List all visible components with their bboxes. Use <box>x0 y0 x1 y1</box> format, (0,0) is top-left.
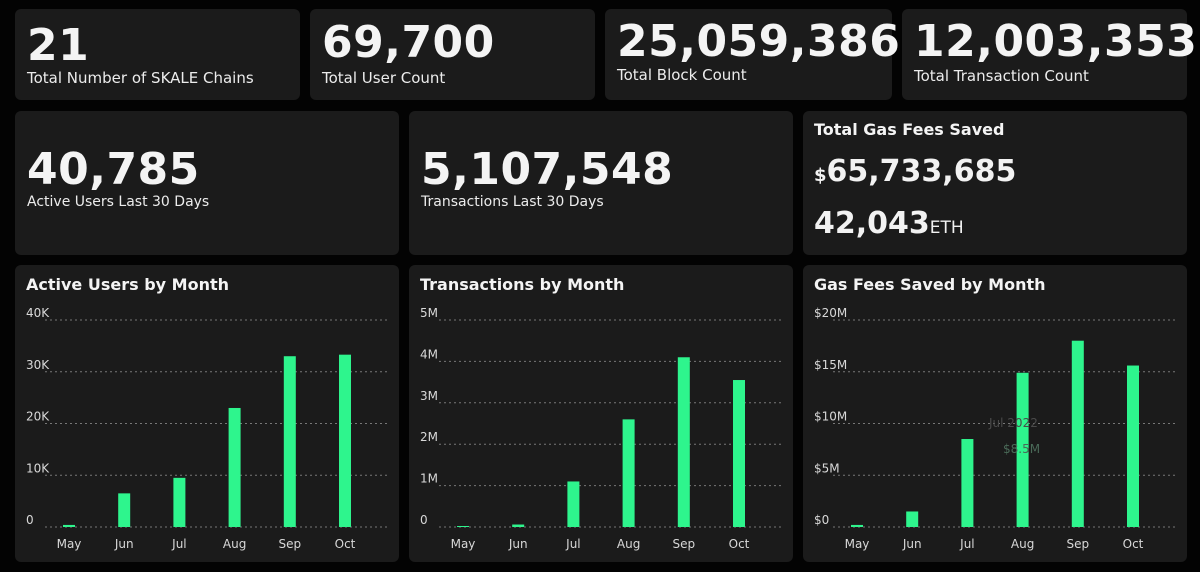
x-tick-label: Jul <box>565 537 580 551</box>
stat-value: 25,059,386 <box>617 16 901 67</box>
x-tick-label: May <box>57 537 82 551</box>
stat-value: 69,700 <box>322 17 495 68</box>
gas-fees-chart: $0 $5M $10M $15M $20M May Jun Jul Aug Sep Oct Jul 2… <box>814 306 1177 551</box>
y-tick-label: 0 <box>420 513 428 527</box>
stat-card-active-users-30d: 40,785 Active Users Last 30 Days <box>15 111 399 255</box>
x-tick-label: Sep <box>672 537 695 551</box>
x-tick-label: Aug <box>617 537 640 551</box>
chart-title: Transactions by Month <box>420 275 625 294</box>
y-tick-label: $15M <box>814 358 847 372</box>
stat-card-chains: 21 Total Number of SKALE Chains <box>15 9 300 100</box>
x-tick-label: Jun <box>902 537 922 551</box>
stat-label: Active Users Last 30 Days <box>27 194 210 210</box>
bar[interactable] <box>512 524 525 527</box>
eth-amount: 42,043 <box>814 206 930 241</box>
stat-value: 12,003,353 <box>914 16 1198 67</box>
chart-title: Active Users by Month <box>26 275 229 294</box>
bar[interactable] <box>733 380 745 527</box>
x-tick-label: May <box>845 537 870 551</box>
chart-card-active-users: Active Users by Month 0 10K 20K 30K 40K May Ju… <box>15 265 399 562</box>
gas-fees-title: Total Gas Fees Saved <box>814 120 1005 139</box>
transactions-chart: 0 1M 2M 3M 4M 5M May Jun Jul Aug Sep Oct <box>420 306 783 551</box>
chart-title: Gas Fees Saved by Month <box>814 275 1046 294</box>
y-tick-label: 10K <box>26 461 50 475</box>
bar[interactable] <box>173 477 186 527</box>
chart-card-gas-fees: Gas Fees Saved by Month $0 $5M $10M $15M $20… <box>803 265 1187 562</box>
x-tick-label: Jun <box>114 537 134 551</box>
y-tick-label: $0 <box>814 513 829 527</box>
x-tick-label: Aug <box>223 537 246 551</box>
stat-card-users: 69,700 Total User Count <box>310 9 595 100</box>
bar[interactable] <box>339 354 351 527</box>
y-tick-label: 2M <box>420 430 438 444</box>
x-tick-label: Aug <box>1011 537 1034 551</box>
bar[interactable] <box>228 407 241 527</box>
y-tick-label: 40K <box>26 306 50 320</box>
x-tick-label: Jul <box>171 537 186 551</box>
gas-usd-value: $65,733,685 <box>814 157 1016 187</box>
tooltip-title: Jul 2022 <box>988 416 1038 430</box>
y-tick-label: $5M <box>814 461 840 475</box>
bar[interactable] <box>906 511 919 527</box>
y-tick-label: 5M <box>420 306 438 320</box>
gas-eth-value: 42,043ETH <box>814 209 964 239</box>
eth-symbol: ETH <box>929 218 964 238</box>
y-tick-label: $10M <box>814 410 847 424</box>
stat-value: 21 <box>27 20 90 71</box>
x-tick-label: Sep <box>1066 537 1089 551</box>
stat-card-transactions-30d: 5,107,548 Transactions Last 30 Days <box>409 111 793 255</box>
stat-card-transactions: 12,003,353 Total Transaction Count <box>902 9 1197 100</box>
gas-fees-card: Total Gas Fees Saved $65,733,685 42,043E… <box>803 111 1187 255</box>
usd-symbol: $ <box>814 165 827 186</box>
y-tick-label: 1M <box>420 472 438 486</box>
x-tick-label: Jul <box>959 537 974 551</box>
bar[interactable] <box>1071 340 1084 527</box>
y-tick-label: 0 <box>26 513 34 527</box>
x-tick-label: May <box>451 537 476 551</box>
tooltip-value: $8.5M <box>1003 442 1040 456</box>
y-tick-label: 4M <box>420 347 438 361</box>
bar[interactable] <box>677 357 690 527</box>
bar[interactable] <box>283 356 296 527</box>
stat-value: 40,785 <box>27 144 200 195</box>
y-tick-label: $20M <box>814 306 847 320</box>
x-tick-label: Oct <box>1123 537 1144 551</box>
bar[interactable] <box>63 524 75 527</box>
stat-label: Transactions Last 30 Days <box>421 194 604 210</box>
x-tick-label: Sep <box>278 537 301 551</box>
y-tick-label: 3M <box>420 389 438 403</box>
bar[interactable] <box>1127 365 1139 527</box>
x-tick-label: Oct <box>729 537 750 551</box>
stat-value: 5,107,548 <box>421 144 674 195</box>
bar[interactable] <box>118 493 131 527</box>
x-tick-label: Oct <box>335 537 356 551</box>
bar[interactable] <box>457 526 469 527</box>
bar[interactable] <box>1016 372 1029 527</box>
stat-label: Total Transaction Count <box>914 67 1089 85</box>
stat-label: Total Block Count <box>617 66 747 84</box>
stat-label: Total Number of SKALE Chains <box>27 69 254 87</box>
bar[interactable] <box>567 481 580 527</box>
x-tick-label: Jun <box>508 537 528 551</box>
y-tick-label: 30K <box>26 358 50 372</box>
bar[interactable] <box>961 439 974 527</box>
usd-amount: 65,733,685 <box>826 154 1017 189</box>
y-tick-label: 20K <box>26 410 50 424</box>
active-users-chart: 0 10K 20K 30K 40K May Jun Jul Aug Sep Oct <box>26 306 389 551</box>
stat-card-blocks: 25,059,386 Total Block Count <box>605 9 900 100</box>
stat-label: Total User Count <box>322 69 446 87</box>
bar[interactable] <box>622 419 635 527</box>
chart-card-transactions: Transactions by Month 0 1M 2M 3M 4M 5M May Jun J… <box>409 265 793 562</box>
bar[interactable] <box>851 524 863 527</box>
